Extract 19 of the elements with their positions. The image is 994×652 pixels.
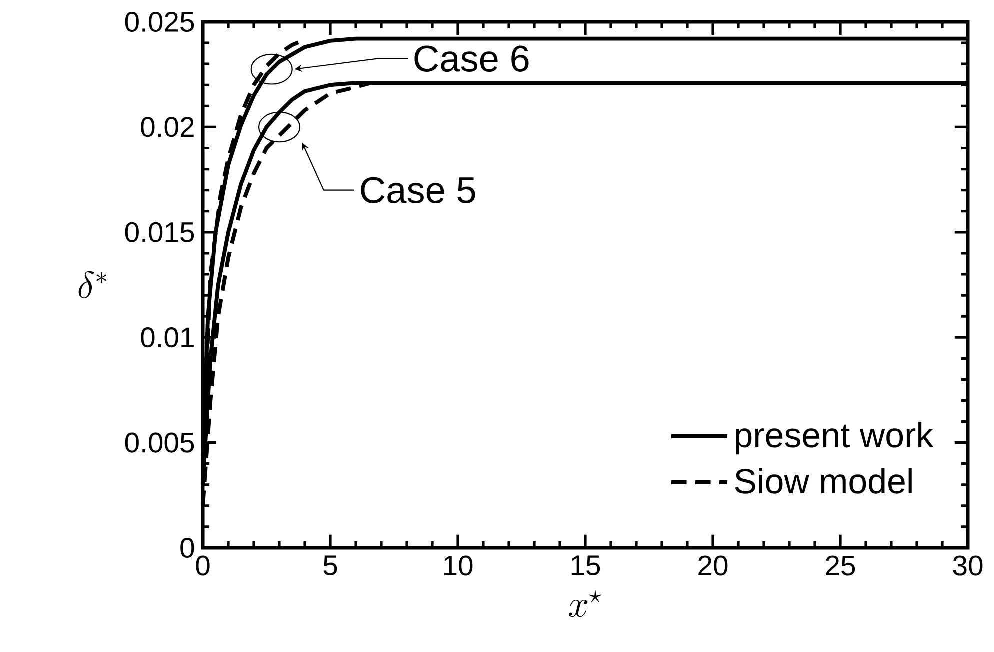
annotation: Case 6 <box>414 46 529 72</box>
annotation: Case 5 <box>361 177 476 204</box>
legend-label: present work <box>736 422 934 455</box>
x-tick-label: 30 <box>953 556 983 576</box>
y-tick-label: 0.005 <box>125 432 194 453</box>
x-tick-label: 5 <box>324 556 338 576</box>
y-tick-label: 0.02 <box>141 117 194 138</box>
y-tick-label: 0 <box>180 538 194 558</box>
x-tick-label: 10 <box>444 556 473 576</box>
x-tick-label: 0 <box>196 556 210 576</box>
x-tick-label: 15 <box>572 556 600 576</box>
y-tick-label: 0.025 <box>125 12 194 32</box>
x-tick-label: 25 <box>826 556 856 576</box>
y-axis-title: $\delta^*$ <box>78 271 106 299</box>
x-tick-label: 20 <box>698 556 728 576</box>
y-tick-label: 0.01 <box>141 328 194 348</box>
legend-label: Siow model <box>735 468 912 494</box>
y-tick-label: 0.015 <box>125 222 194 242</box>
x-axis-title: $x^\star$ <box>569 590 602 618</box>
